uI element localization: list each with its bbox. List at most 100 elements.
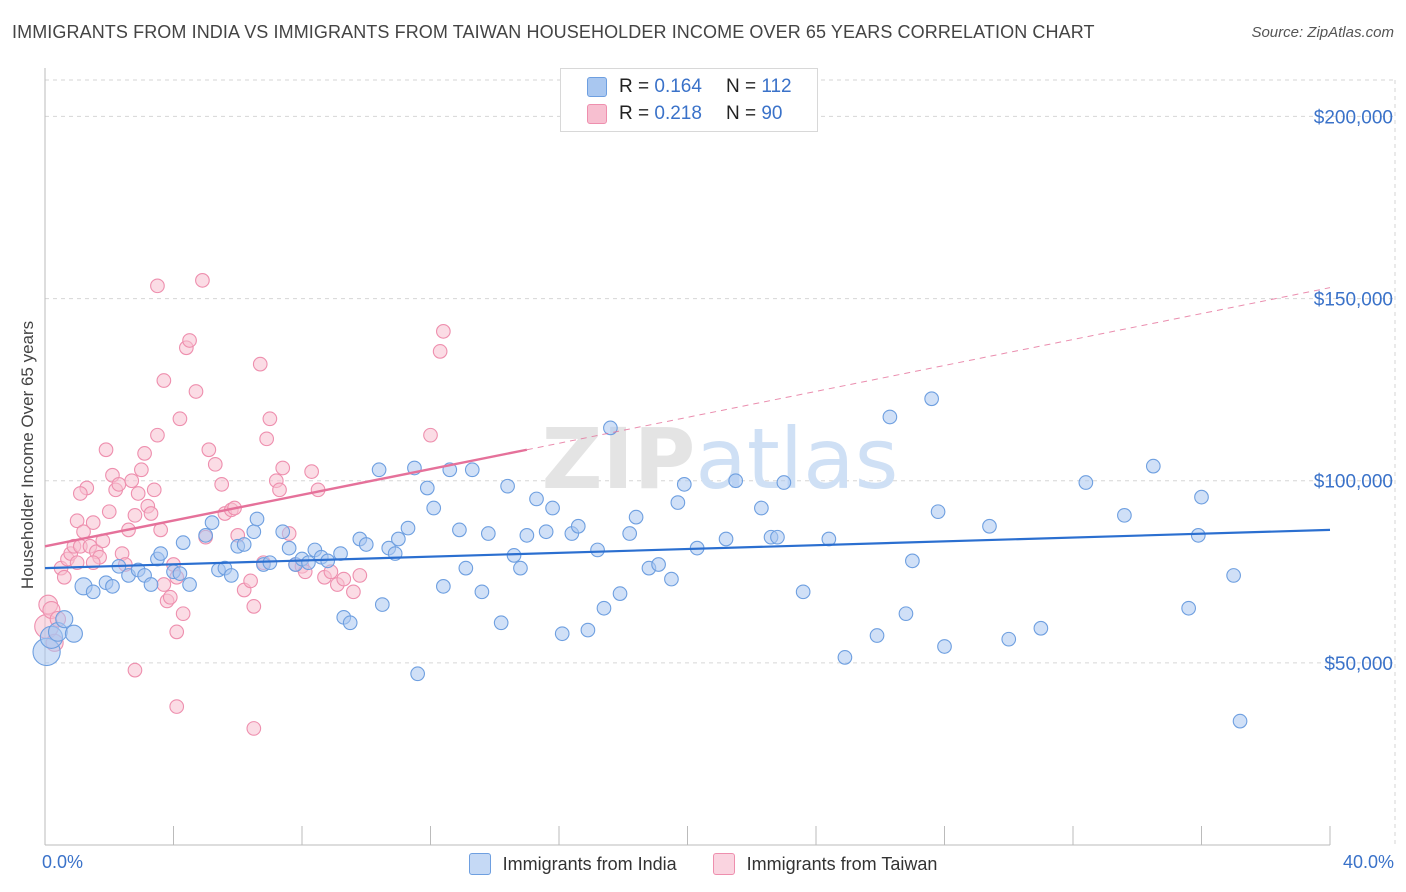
taiwan-point bbox=[169, 699, 185, 714]
india-point bbox=[570, 518, 586, 534]
india-point bbox=[275, 524, 291, 540]
taiwan-point bbox=[134, 462, 149, 478]
india-point bbox=[795, 584, 811, 600]
x-tick-min: 0.0% bbox=[42, 852, 84, 872]
india-point bbox=[358, 537, 374, 552]
taiwan-point bbox=[143, 506, 159, 521]
taiwan-point bbox=[432, 344, 448, 359]
legend-item-india[interactable]: Immigrants from India bbox=[468, 853, 677, 875]
taiwan-n-value: 90 bbox=[761, 103, 783, 124]
india-point bbox=[869, 628, 885, 643]
india-point bbox=[718, 531, 734, 547]
india-point bbox=[651, 557, 666, 572]
india-swatch bbox=[587, 77, 607, 97]
india-n-label: N = bbox=[725, 76, 757, 97]
chart-title: IMMIGRANTS FROM INDIA VS IMMIGRANTS FROM… bbox=[12, 22, 1095, 42]
india-point bbox=[670, 495, 686, 510]
taiwan-point bbox=[201, 442, 217, 458]
india-point bbox=[982, 518, 997, 534]
source-label[interactable]: Source: ZipAtlas.com bbox=[1251, 24, 1394, 41]
taiwan-point bbox=[188, 384, 204, 399]
taiwan-point bbox=[182, 333, 197, 348]
taiwan-point bbox=[72, 486, 88, 501]
taiwan-point bbox=[214, 477, 230, 492]
taiwan-point bbox=[243, 573, 258, 589]
india-point bbox=[1226, 568, 1241, 583]
india-point bbox=[464, 462, 480, 478]
india-point bbox=[538, 524, 554, 540]
india-point bbox=[1001, 631, 1017, 647]
watermark: ZIPatlas bbox=[542, 410, 899, 508]
taiwan-point bbox=[150, 427, 165, 443]
india-point bbox=[519, 528, 535, 543]
taiwan-n-label: N = bbox=[725, 103, 757, 124]
india-point bbox=[452, 522, 467, 538]
india-point bbox=[458, 560, 474, 576]
india-point bbox=[776, 475, 792, 490]
taiwan-point bbox=[275, 460, 291, 476]
taiwan-point bbox=[346, 584, 361, 600]
axes bbox=[44, 68, 1331, 846]
series-legend: Immigrants from India Immigrants from Ta… bbox=[0, 852, 1406, 876]
india-legend-swatch bbox=[468, 853, 491, 875]
india-point bbox=[342, 615, 358, 631]
india-point bbox=[882, 409, 898, 425]
taiwan-legend-swatch bbox=[712, 853, 735, 875]
india-point bbox=[143, 577, 159, 592]
stats-legend: R = 0.164 N = 112 R = 0.218 N = 90 bbox=[560, 68, 818, 132]
india-point bbox=[1190, 528, 1206, 543]
india-point bbox=[371, 462, 387, 478]
taiwan-point bbox=[272, 482, 287, 498]
india-point bbox=[905, 553, 920, 569]
india-point bbox=[474, 584, 490, 600]
india-point bbox=[391, 531, 406, 547]
india-point bbox=[603, 420, 618, 436]
india-r-label: R = bbox=[619, 76, 650, 97]
watermark-text: ZIPatlas bbox=[542, 410, 899, 508]
india-point bbox=[426, 500, 442, 516]
india-point bbox=[246, 524, 262, 540]
india-point bbox=[249, 511, 265, 527]
india-point bbox=[554, 626, 570, 642]
india-point bbox=[204, 515, 220, 530]
india-point bbox=[676, 477, 692, 492]
taiwan-point bbox=[156, 373, 172, 388]
india-point bbox=[172, 566, 188, 581]
india-point bbox=[937, 639, 952, 654]
legend-row-taiwan: R = 0.218 N = 90 bbox=[587, 102, 782, 126]
taiwan-point bbox=[169, 624, 185, 640]
y-tick-label: $100,000 bbox=[1314, 472, 1393, 493]
taiwan-point bbox=[262, 411, 278, 427]
y-tick-labels: $50,000 $100,000 $150,000 $200,000 bbox=[1314, 107, 1393, 674]
india-point bbox=[493, 615, 509, 631]
india-point bbox=[500, 478, 515, 494]
india-point bbox=[64, 624, 83, 643]
taiwan-point bbox=[423, 427, 438, 443]
taiwan-r-label: R = bbox=[619, 103, 650, 124]
india-n-value: 112 bbox=[761, 76, 792, 97]
india-point bbox=[924, 391, 940, 407]
india-point bbox=[930, 504, 946, 520]
india-point bbox=[770, 529, 785, 545]
taiwan-point bbox=[85, 515, 101, 530]
taiwan-point bbox=[246, 721, 262, 736]
taiwan-point bbox=[207, 456, 223, 472]
legend-item-taiwan[interactable]: Immigrants from Taiwan bbox=[712, 853, 937, 875]
taiwan-r-value: 0.218 bbox=[654, 103, 702, 124]
india-point bbox=[1078, 475, 1094, 490]
india-r-value: 0.164 bbox=[654, 76, 702, 97]
india-points bbox=[32, 391, 1248, 729]
taiwan-point bbox=[69, 513, 85, 529]
taiwan-point bbox=[172, 411, 188, 427]
india-point bbox=[1181, 600, 1196, 616]
y-tick-label: $200,000 bbox=[1314, 107, 1393, 128]
taiwan-point bbox=[98, 442, 114, 458]
india-point bbox=[728, 473, 744, 489]
taiwan-point bbox=[124, 473, 140, 489]
taiwan-swatch bbox=[587, 104, 607, 124]
taiwan-point bbox=[436, 324, 451, 339]
taiwan-point bbox=[137, 446, 152, 461]
india-point bbox=[754, 500, 769, 516]
trend-lines bbox=[44, 287, 1331, 570]
